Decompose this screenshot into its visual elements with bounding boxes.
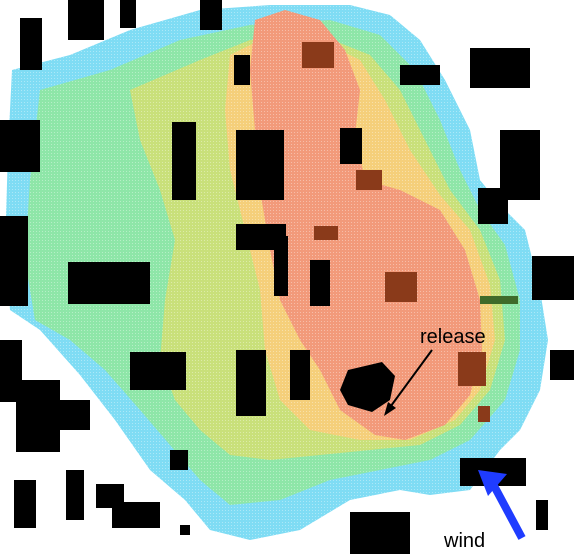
- peak-patches: [302, 42, 518, 422]
- building: [14, 480, 36, 528]
- wind-annotation: wind: [443, 470, 526, 552]
- building: [532, 256, 574, 300]
- building: [310, 260, 330, 306]
- peak-patch: [480, 296, 518, 304]
- building: [478, 188, 508, 224]
- peak-patch: [478, 406, 490, 422]
- building: [60, 400, 90, 430]
- peak-patch: [458, 352, 486, 386]
- building: [470, 48, 530, 88]
- arrow-down-left-icon: [387, 349, 433, 411]
- wind-label: wind: [443, 530, 485, 552]
- building: [180, 525, 190, 535]
- building: [340, 128, 362, 164]
- building: [550, 350, 574, 380]
- building: [236, 350, 266, 416]
- building: [172, 122, 196, 200]
- building: [350, 512, 410, 554]
- building: [236, 130, 284, 200]
- building: [274, 236, 288, 296]
- building: [130, 352, 186, 390]
- building: [120, 0, 136, 28]
- peak-patch: [356, 170, 382, 190]
- building: [66, 470, 84, 520]
- building: [170, 450, 188, 470]
- building: [0, 120, 40, 172]
- wind-arrow-head: [478, 470, 507, 496]
- building: [112, 502, 160, 528]
- release-annotation: release: [384, 326, 486, 416]
- building: [20, 18, 42, 70]
- peak-patch: [385, 272, 417, 302]
- peak-patch: [314, 226, 338, 240]
- building: [536, 500, 548, 530]
- release-arrow-head: [384, 402, 396, 416]
- peak-patch: [302, 42, 334, 68]
- building: [200, 0, 222, 30]
- release-label: release: [420, 326, 486, 348]
- building: [68, 0, 104, 40]
- building: [0, 216, 28, 306]
- building: [290, 350, 310, 400]
- building: [16, 380, 60, 452]
- building: [234, 55, 250, 85]
- building: [340, 362, 395, 412]
- arrow-up-left-icon: [488, 480, 526, 540]
- building: [400, 65, 440, 85]
- building: [68, 262, 150, 304]
